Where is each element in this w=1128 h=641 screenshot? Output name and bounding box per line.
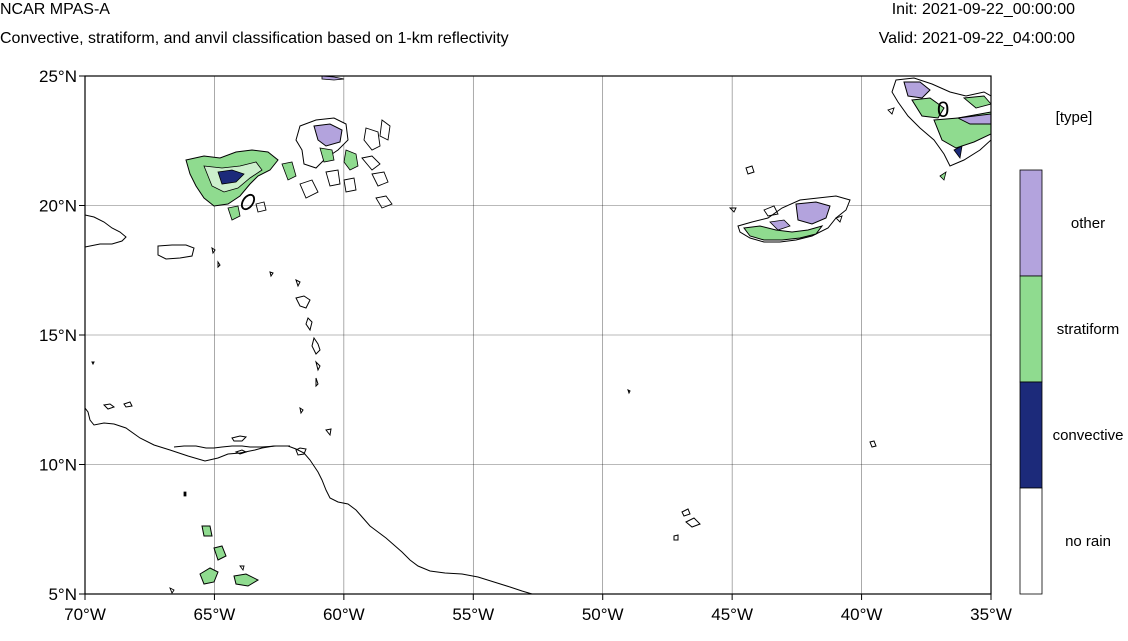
margarita-outline xyxy=(234,449,248,455)
trinidad-outline xyxy=(295,447,307,456)
legend-label: no rain xyxy=(1065,533,1111,550)
venezuela-coast-detail xyxy=(173,445,290,449)
legend-swatch xyxy=(1019,381,1043,489)
x-tick-label: 65°W xyxy=(194,605,236,624)
x-tick-label: 50°W xyxy=(582,605,624,624)
map-content xyxy=(85,76,991,594)
lesser-antilles-outlines xyxy=(91,246,332,437)
legend-title: [type] xyxy=(1056,109,1093,126)
puerto-rico-outline xyxy=(157,244,195,260)
x-axis: 70°W 65°W 60°W 55°W 50°W 45°W 40°W 35°W xyxy=(64,594,1012,624)
x-tick-label: 40°W xyxy=(841,605,883,624)
paria-outline xyxy=(231,435,248,442)
legend-swatch xyxy=(1019,169,1043,277)
x-tick-label: 45°W xyxy=(711,605,753,624)
y-tick-label: 15°N xyxy=(39,326,77,345)
legend-swatch xyxy=(1019,275,1043,383)
legend-label: other xyxy=(1071,215,1105,232)
legend-swatch xyxy=(1019,487,1043,595)
x-tick-label: 70°W xyxy=(64,605,106,624)
open-ocean-outlines xyxy=(627,165,877,541)
x-tick-label: 60°W xyxy=(323,605,365,624)
storm-cluster-northeast xyxy=(887,77,991,181)
hispaniola-coast xyxy=(85,214,127,248)
x-tick-label: 55°W xyxy=(452,605,494,624)
y-tick-label: 25°N xyxy=(39,67,77,86)
y-tick-label: 10°N xyxy=(39,456,77,475)
map-subtitle: Convective, stratiform, and anvil classi… xyxy=(0,30,509,47)
y-axis: 25°N 20°N 15°N 10°N 5°N xyxy=(39,67,85,604)
init-time: Init: 2021-09-22_00:00:00 xyxy=(891,1,1075,18)
storm-cluster-northwest xyxy=(185,76,393,221)
legend-label: convective xyxy=(1053,427,1124,444)
south-america-coastline xyxy=(85,407,534,594)
legend-label: stratiform xyxy=(1057,321,1120,338)
y-tick-label: 5°N xyxy=(48,585,77,604)
y-tick-label: 20°N xyxy=(39,197,77,216)
storm-cells-south xyxy=(169,491,260,594)
map-title: NCAR MPAS-A xyxy=(0,1,110,18)
x-tick-label: 35°W xyxy=(970,605,1012,624)
valid-time: Valid: 2021-09-22_04:00:00 xyxy=(878,30,1075,47)
contour-label-zero: 0 xyxy=(937,97,949,122)
legend: other stratiform convective no rain xyxy=(1019,169,1124,595)
storm-cluster-central xyxy=(728,195,851,243)
aruba-curacao-outline xyxy=(102,401,133,410)
